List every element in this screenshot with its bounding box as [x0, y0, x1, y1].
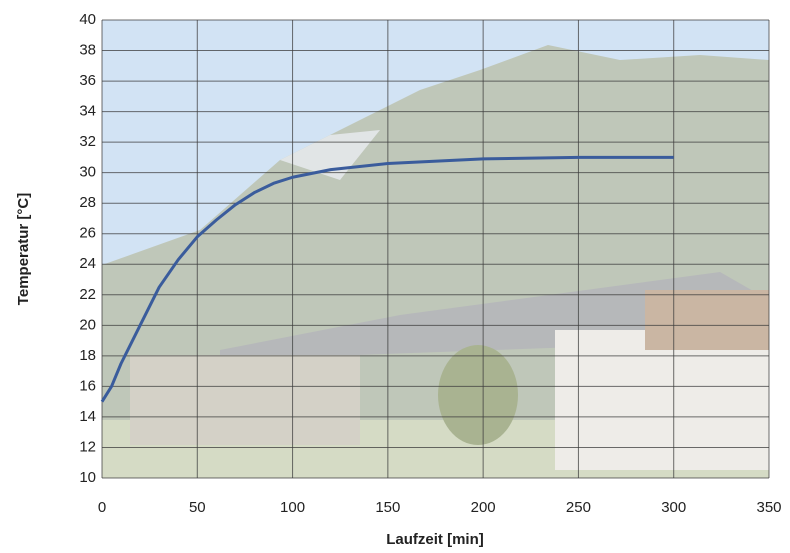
- y-axis-title: Temperatur [°C]: [15, 193, 32, 305]
- x-tick-label: 50: [189, 499, 206, 516]
- y-tick-label: 20: [79, 316, 96, 333]
- y-tick-label: 10: [79, 469, 96, 486]
- y-tick-label: 14: [79, 408, 96, 425]
- x-tick-label: 300: [661, 499, 686, 516]
- y-tick-label: 28: [79, 194, 96, 211]
- data-line: [100, 155, 674, 403]
- x-tick-label: 0: [98, 499, 106, 516]
- x-tick-label: 150: [375, 499, 400, 516]
- y-tick-label: 36: [79, 72, 96, 89]
- y-tick-label: 30: [79, 164, 96, 181]
- x-tick-label: 200: [471, 499, 496, 516]
- y-tick-label: 24: [79, 255, 96, 272]
- y-tick-label: 26: [79, 225, 96, 242]
- x-tick-label: 350: [756, 499, 781, 516]
- background-photo: [102, 20, 769, 478]
- y-tick-label: 18: [79, 347, 96, 364]
- y-tick-label: 12: [79, 438, 96, 455]
- y-tick-label: 38: [79, 42, 96, 59]
- y-tick-label: 32: [79, 133, 96, 150]
- x-tick-label: 250: [566, 499, 591, 516]
- y-tick-label: 40: [79, 11, 96, 28]
- x-axis-title: Laufzeit [min]: [386, 531, 484, 548]
- y-tick-label: 22: [79, 286, 96, 303]
- x-tick-label: 100: [280, 499, 305, 516]
- y-tick-label: 16: [79, 377, 96, 394]
- y-tick-label: 34: [79, 103, 96, 120]
